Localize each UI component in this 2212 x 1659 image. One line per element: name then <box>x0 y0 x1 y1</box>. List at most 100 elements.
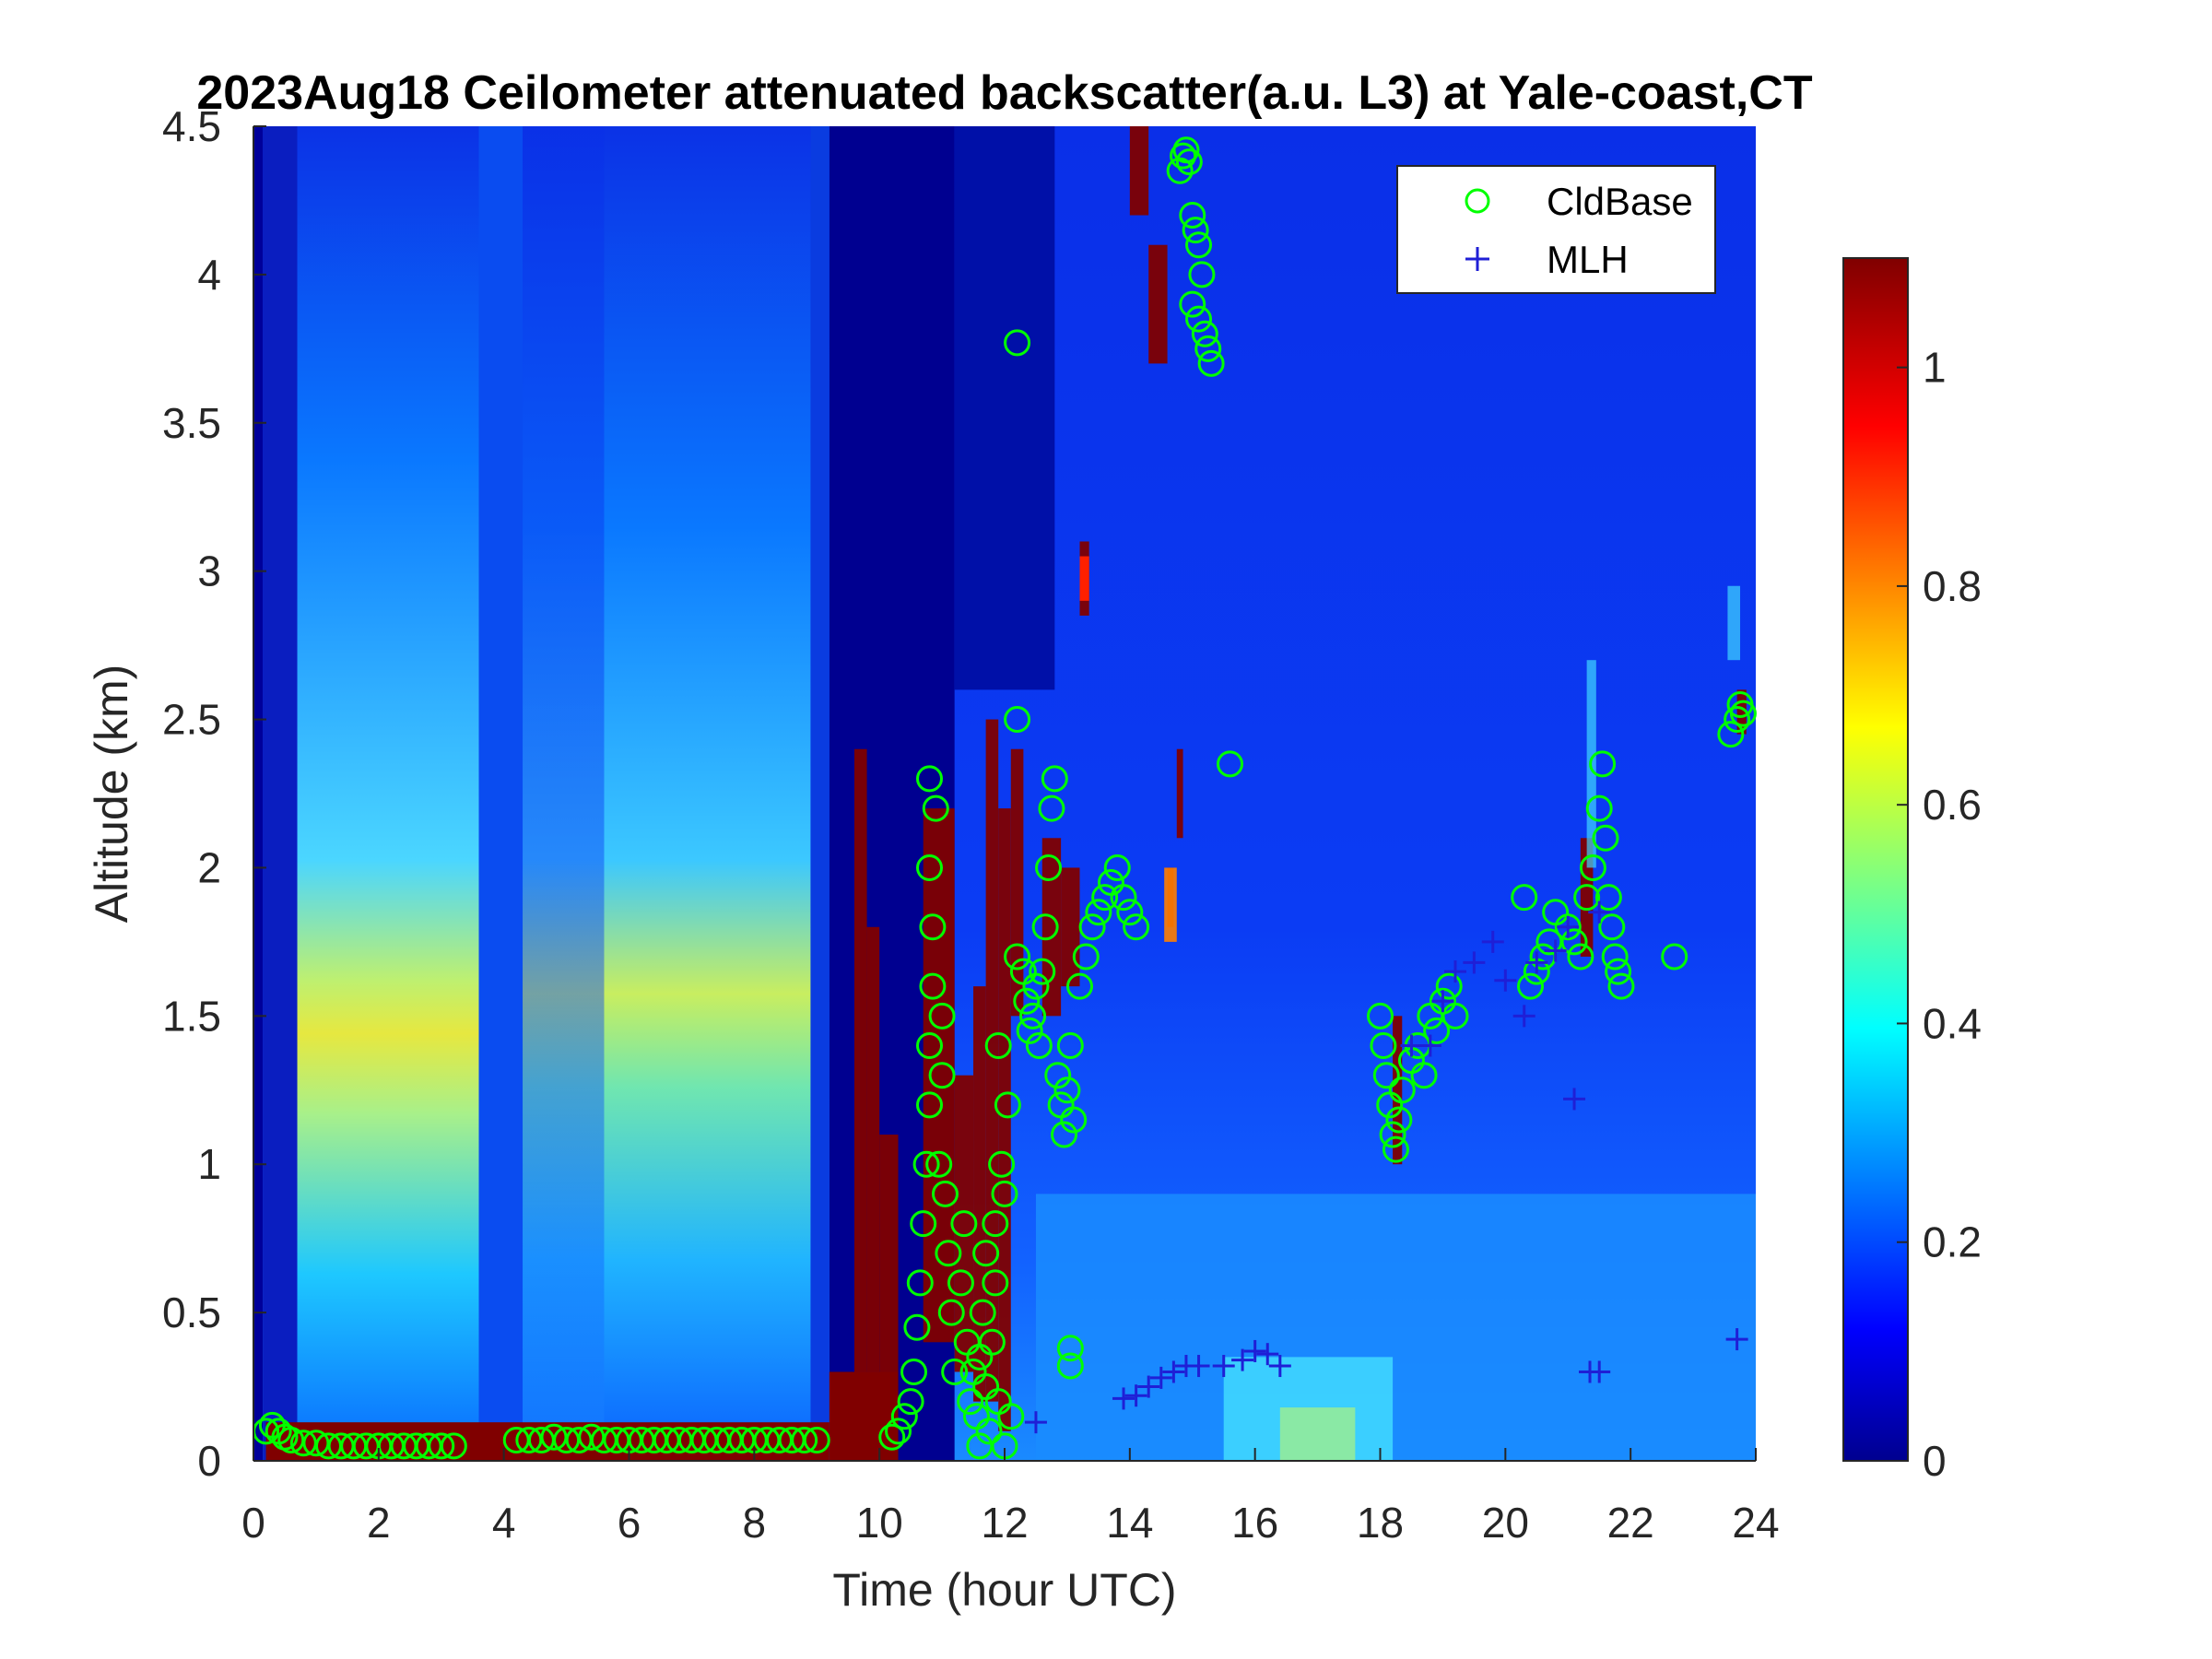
cldbase-point <box>900 1358 928 1385</box>
cldbase-point <box>997 1403 1025 1430</box>
backscatter-cloud-streak <box>1129 126 1149 216</box>
cldbase-point <box>1573 884 1601 912</box>
y-tick-label: 1.5 <box>162 992 221 1040</box>
cldbase-point <box>988 1150 1016 1178</box>
cldbase-point <box>925 1150 953 1178</box>
backscatter-aerosol-column <box>297 126 479 1461</box>
backscatter-heatmap <box>253 126 1756 1461</box>
backscatter-cloud-streak <box>1164 867 1177 942</box>
mlh-point <box>1400 1034 1423 1057</box>
mlh-point <box>1525 951 1548 974</box>
mlh-point <box>1256 1343 1279 1366</box>
cldbase-point <box>916 765 943 793</box>
mlh-point <box>1024 1411 1047 1434</box>
backscatter-aerosol-column <box>523 126 605 1461</box>
cldbase-point <box>994 1091 1021 1119</box>
backscatter-cloud-streak <box>1736 689 1747 735</box>
cldbase-point <box>991 1180 1018 1207</box>
mlh-point <box>1137 1375 1160 1398</box>
colorbar-tick-label: 0 <box>1923 1437 1947 1485</box>
colorbar-ticks: 0 0.2 0.4 0.6 0.8 1 <box>1897 344 1982 1485</box>
cldbase-point <box>916 1032 943 1060</box>
cldbase-point <box>1197 349 1225 377</box>
cldbase-point <box>969 1299 996 1326</box>
y-tick-label: 3.5 <box>162 399 221 447</box>
backscatter-cloud-streak <box>1148 244 1168 364</box>
backscatter-aerosol-column <box>478 126 524 1461</box>
mlh-point <box>1725 1328 1748 1351</box>
cldbase-point <box>553 1426 581 1453</box>
colorbar-tick-label: 1 <box>1923 344 1947 392</box>
cldbase-point <box>1601 943 1629 971</box>
y-axis-label: Altitude (km) <box>86 665 137 924</box>
cldbase-point <box>1019 1002 1047 1030</box>
cldbase-point <box>1041 765 1068 793</box>
y-tick-label: 2 <box>197 843 221 891</box>
cldbase-point <box>1605 958 1632 985</box>
x-ticks: 0 2 4 6 8 10 12 14 16 18 20 22 24 <box>241 1448 1780 1547</box>
cldbase-point <box>1517 972 1544 1000</box>
cldbase-point <box>1053 1077 1081 1104</box>
cldbase-point <box>950 1210 978 1238</box>
cldbase-point <box>1056 1032 1084 1060</box>
cldbase-point <box>1188 261 1216 288</box>
cldbase-point <box>1592 824 1619 852</box>
mlh-point <box>1162 1360 1185 1383</box>
backscatter-cloud-streak <box>1727 585 1741 661</box>
cldbase-point <box>578 1423 606 1451</box>
cldbase-point <box>910 1210 937 1238</box>
cldbase-point <box>975 1418 1003 1445</box>
legend-mlh-marker <box>1465 247 1489 271</box>
legend-cldbase-marker <box>1465 188 1490 214</box>
cldbase-point <box>984 1032 1012 1060</box>
cldbase-point <box>1585 794 1613 822</box>
y-tick-label: 2.5 <box>162 696 221 744</box>
cldbase-point <box>1367 1002 1394 1030</box>
cldbase-point <box>302 1430 330 1457</box>
mlh-point <box>1268 1355 1291 1378</box>
backscatter-cloud-streak <box>1393 1016 1403 1165</box>
x-axis-label: Time (hour UTC) <box>832 1564 1176 1616</box>
cldbase-point <box>916 1091 943 1119</box>
colorbar-tick-label: 0.8 <box>1923 562 1982 610</box>
cldbase-point <box>1004 329 1031 357</box>
chart-title: 2023Aug18 Ceilometer attenuated backscat… <box>196 66 1812 120</box>
x-tick-label: 8 <box>743 1499 767 1547</box>
cldbase-point <box>1123 913 1150 941</box>
cldbase-point <box>289 1430 317 1457</box>
backscatter-cloud-streak <box>1061 867 1080 987</box>
cldbase-point <box>1035 853 1063 881</box>
mlh-point <box>1494 969 1517 992</box>
cldbase-point <box>1072 943 1100 971</box>
cldbase-point <box>1607 972 1635 1000</box>
x-tick-label: 2 <box>367 1499 391 1547</box>
cldbase-point <box>941 1358 969 1385</box>
mlh-point <box>1418 1034 1441 1057</box>
mlh-point <box>1588 900 1611 924</box>
cldbase-point <box>878 1423 906 1451</box>
cldbase-point <box>1044 1062 1072 1089</box>
y-tick-label: 4.5 <box>162 102 221 150</box>
cldbase-point <box>982 1269 1009 1297</box>
axes: 0 2 4 6 8 10 12 14 16 18 20 22 24 00.511.522.533.544… <box>86 102 1780 1616</box>
x-tick-label: 14 <box>1106 1499 1153 1547</box>
cldbase-point <box>1661 943 1688 971</box>
cldbase-point <box>1091 884 1119 912</box>
x-tick-label: 6 <box>618 1499 641 1547</box>
colorbar-tick-label: 0.4 <box>1923 999 1982 1047</box>
backscatter-dark-column <box>954 126 1055 690</box>
cldbase-point <box>1179 290 1206 318</box>
cldbase-point <box>1004 706 1031 734</box>
cldbase-point <box>1103 853 1131 881</box>
cldbase-point <box>937 1299 965 1326</box>
cldbase-point <box>978 1328 1006 1356</box>
x-tick-label: 4 <box>492 1499 516 1547</box>
cldbase-point <box>1022 972 1050 1000</box>
x-tick-label: 16 <box>1231 1499 1278 1547</box>
y-tick-label: 1 <box>197 1140 221 1188</box>
mlh-point <box>1112 1387 1135 1410</box>
cldbase-point <box>277 1426 305 1453</box>
y-tick-label: 0 <box>197 1437 221 1485</box>
colorbar: 0 0.2 0.4 0.6 0.8 1 <box>1842 257 1982 1485</box>
backscatter-dark-column <box>253 126 264 1461</box>
